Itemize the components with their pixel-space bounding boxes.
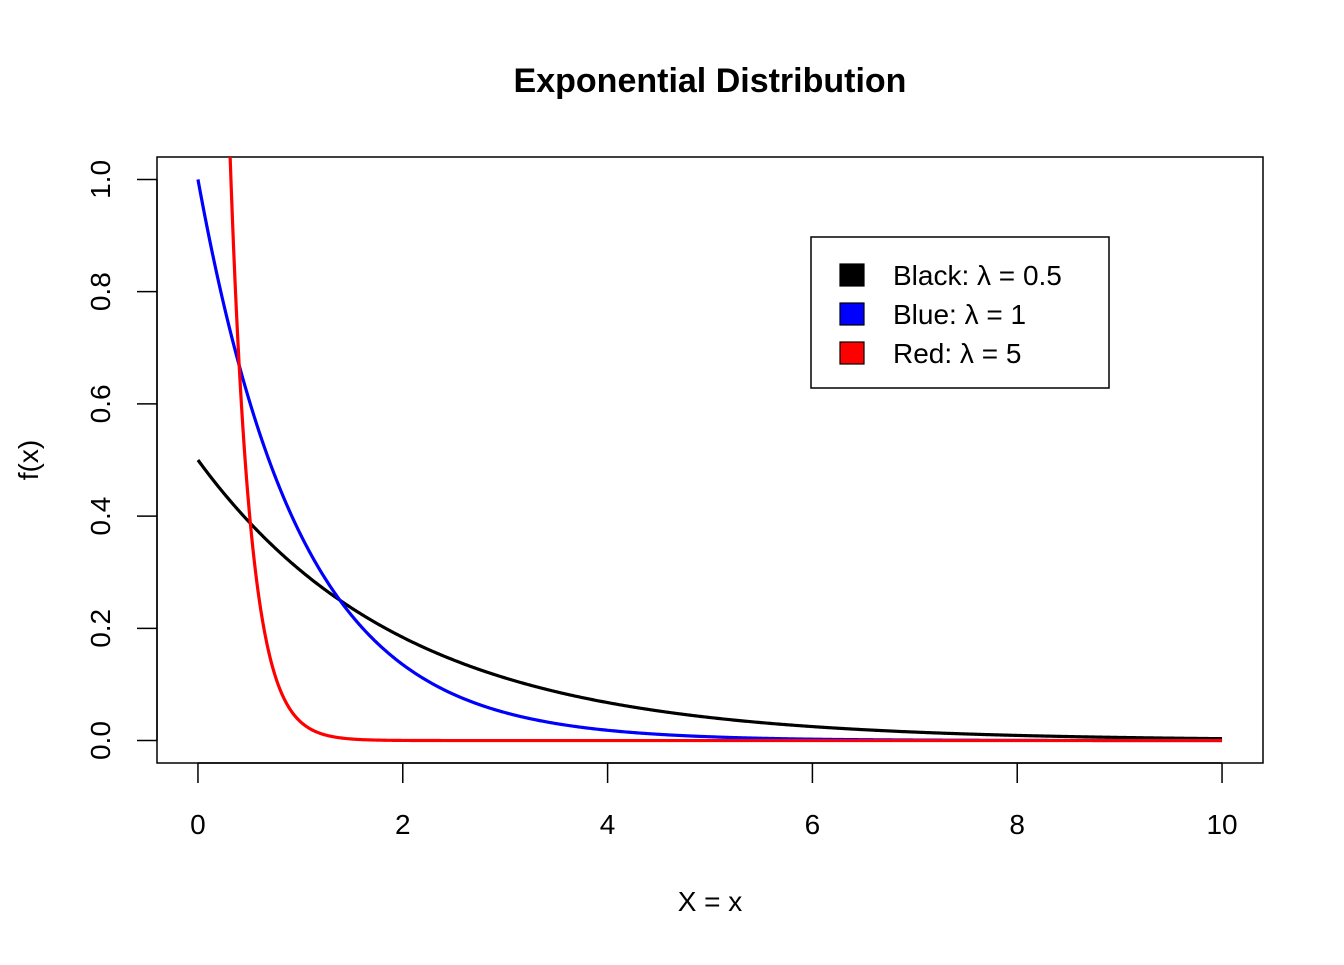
series-line-0 (196, 459, 1223, 741)
x-tick-label: 6 (805, 809, 821, 840)
legend: Black: λ = 0.5 Blue: λ = 1 Red: λ = 5 (810, 236, 1110, 389)
x-tick-label: 4 (600, 809, 616, 840)
x-tick-label: 10 (1206, 809, 1237, 840)
x-axis: 0 2 4 6 8 10 (190, 762, 1238, 840)
legend-label: Red: λ = 5 (893, 338, 1021, 369)
y-tick-label: 0.8 (85, 272, 116, 311)
chart-title: Exponential Distribution (514, 62, 907, 100)
y-tick-label: 0.4 (85, 497, 116, 536)
series-line-2 (228, 157, 1223, 743)
y-axis: 0.0 0.2 0.4 0.6 0.8 1.0 (85, 160, 158, 760)
y-axis-label: f(x) (13, 440, 44, 480)
y-tick-label: 0.2 (85, 609, 116, 648)
legend-swatch (839, 341, 865, 365)
legend-swatch (839, 263, 865, 287)
legend-label: Black: λ = 0.5 (893, 260, 1062, 291)
curves-group (196, 157, 1223, 743)
y-tick-label: 1.0 (85, 160, 116, 199)
legend-swatch (839, 302, 865, 326)
x-tick-label: 0 (190, 809, 206, 840)
y-tick-label: 0.6 (85, 384, 116, 423)
x-tick-label: 8 (1009, 809, 1025, 840)
y-tick-label: 0.0 (85, 721, 116, 760)
x-axis-label: X = x (678, 886, 743, 917)
legend-label: Blue: λ = 1 (893, 299, 1026, 330)
x-tick-label: 2 (395, 809, 411, 840)
